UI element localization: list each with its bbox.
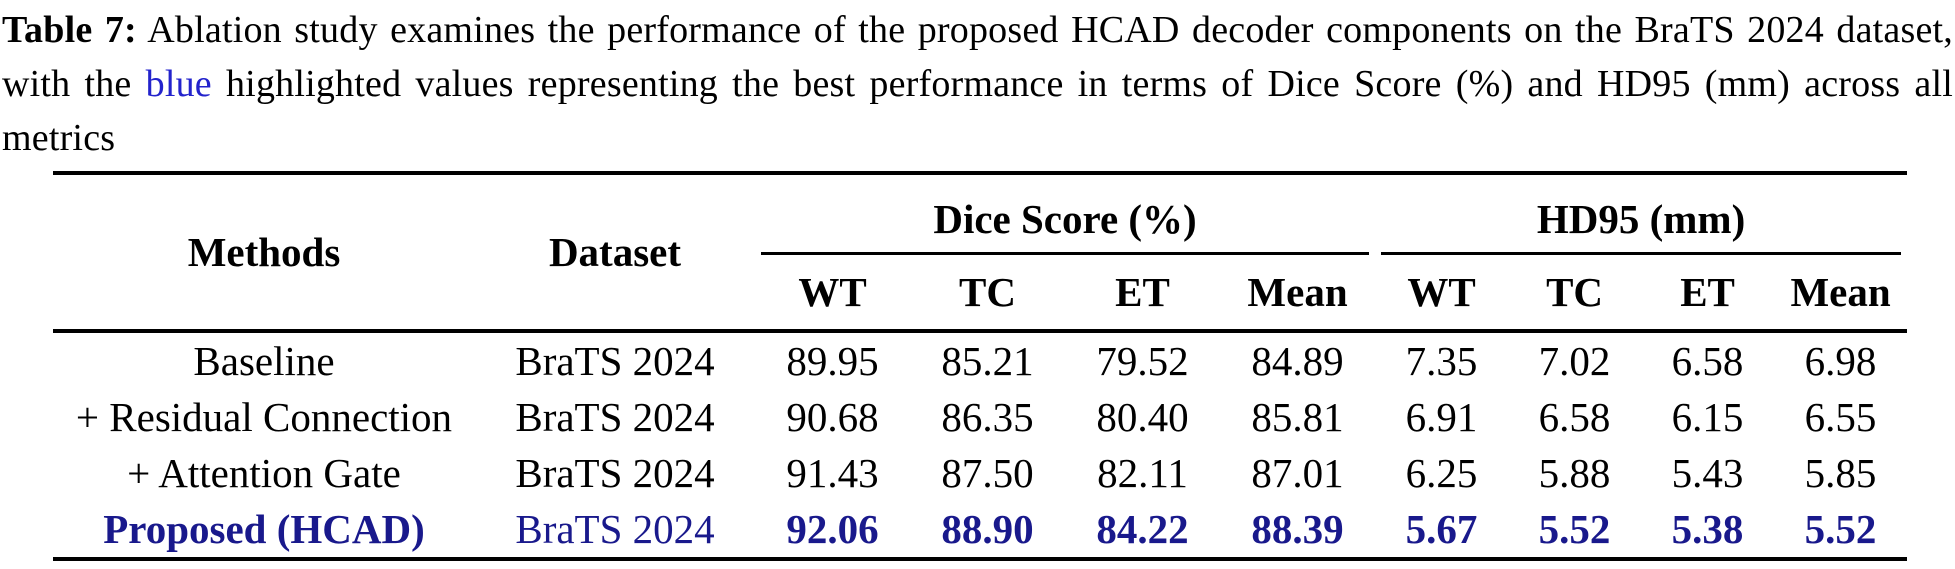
value-cell: 5.38: [1671, 506, 1744, 552]
value-cell: 88.39: [1251, 506, 1344, 552]
hd95-mean-header: Mean: [1774, 255, 1908, 333]
value-cell: 7.35: [1405, 338, 1478, 384]
caption-text-before: Ablation study examines the performance …: [2, 9, 1953, 105]
value-cell: 92.06: [786, 506, 879, 552]
value-cell: 82.11: [1097, 450, 1188, 496]
value-cell: 6.55: [1804, 394, 1877, 440]
value-cell: 85.21: [941, 338, 1034, 384]
value-cell: 5.52: [1804, 506, 1877, 552]
method-cell: Proposed (HCAD): [103, 506, 425, 552]
hd95-group-header: HD95 (mm): [1375, 173, 1907, 255]
group-header-row: Methods Dataset Dice Score (%) HD95 (mm): [53, 173, 1907, 333]
value-cell: 5.85: [1804, 450, 1877, 496]
value-cell: 6.98: [1804, 338, 1877, 384]
value-cell: 84.89: [1251, 338, 1344, 384]
value-cell: 7.02: [1538, 338, 1611, 384]
dice-tc-header: TC: [910, 255, 1065, 333]
dice-et-header: ET: [1065, 255, 1220, 333]
value-cell: 89.95: [786, 338, 879, 384]
table-row-baseline: Baseline BraTS 2024 89.95 85.21 79.52 84…: [53, 331, 1907, 389]
value-cell: 5.67: [1405, 506, 1478, 552]
value-cell: 79.52: [1096, 338, 1189, 384]
table-row-attention-gate: + Attention Gate BraTS 2024 91.43 87.50 …: [53, 445, 1907, 501]
methods-header: Methods: [53, 173, 475, 333]
value-cell: 6.25: [1405, 450, 1478, 496]
hd95-wt-header: WT: [1375, 255, 1509, 333]
dataset-cell: BraTS 2024: [515, 506, 715, 552]
value-cell: 87.50: [941, 450, 1034, 496]
dataset-cell: BraTS 2024: [515, 394, 715, 440]
value-cell: 90.68: [786, 394, 879, 440]
value-cell: 6.91: [1405, 394, 1478, 440]
value-cell: 91.43: [786, 450, 879, 496]
table-body: Baseline BraTS 2024 89.95 85.21 79.52 84…: [53, 331, 1907, 559]
method-cell: Baseline: [193, 338, 335, 384]
value-cell: 87.01: [1251, 450, 1344, 496]
method-cell: + Residual Connection: [75, 394, 453, 440]
table-header: Methods Dataset Dice Score (%) HD95 (mm)…: [53, 173, 1908, 333]
table-row-proposed-hcad: Proposed (HCAD) BraTS 2024 92.06 88.90 8…: [53, 501, 1907, 559]
hd95-et-header: ET: [1641, 255, 1775, 333]
value-cell: 6.58: [1538, 394, 1611, 440]
value-cell: 6.15: [1671, 394, 1744, 440]
dice-group-label: Dice Score (%): [761, 183, 1370, 255]
value-cell: 80.40: [1096, 394, 1189, 440]
table-row-residual: + Residual Connection BraTS 2024 90.68 8…: [53, 389, 1907, 445]
ablation-table: Methods Dataset Dice Score (%) HD95 (mm)…: [53, 171, 1908, 561]
value-cell: 86.35: [941, 394, 1034, 440]
value-cell: 88.90: [941, 506, 1034, 552]
hd95-group-label: HD95 (mm): [1381, 183, 1902, 255]
value-cell: 5.43: [1671, 450, 1744, 496]
dataset-cell: BraTS 2024: [515, 450, 715, 496]
value-cell: 5.52: [1538, 506, 1611, 552]
hd95-tc-header: TC: [1508, 255, 1642, 333]
caption-label: Table 7:: [2, 9, 137, 51]
caption-text-after: highlighted values representing the best…: [2, 63, 1953, 159]
sub-header-row: WT TC ET Mean WT TC ET Mean: [53, 255, 1908, 333]
dataset-cell: BraTS 2024: [515, 338, 715, 384]
value-cell: 84.22: [1096, 506, 1189, 552]
dice-group-header: Dice Score (%): [755, 173, 1375, 255]
table-caption: Table 7: Ablation study examines the per…: [0, 0, 1955, 165]
value-cell: 5.88: [1538, 450, 1611, 496]
dataset-header: Dataset: [475, 173, 755, 333]
value-cell: 85.81: [1251, 394, 1344, 440]
dice-wt-header: WT: [755, 255, 910, 333]
dice-mean-header: Mean: [1220, 255, 1376, 333]
value-cell: 6.58: [1671, 338, 1744, 384]
method-cell: + Attention Gate: [127, 450, 401, 496]
caption-blue-word: blue: [145, 63, 212, 105]
